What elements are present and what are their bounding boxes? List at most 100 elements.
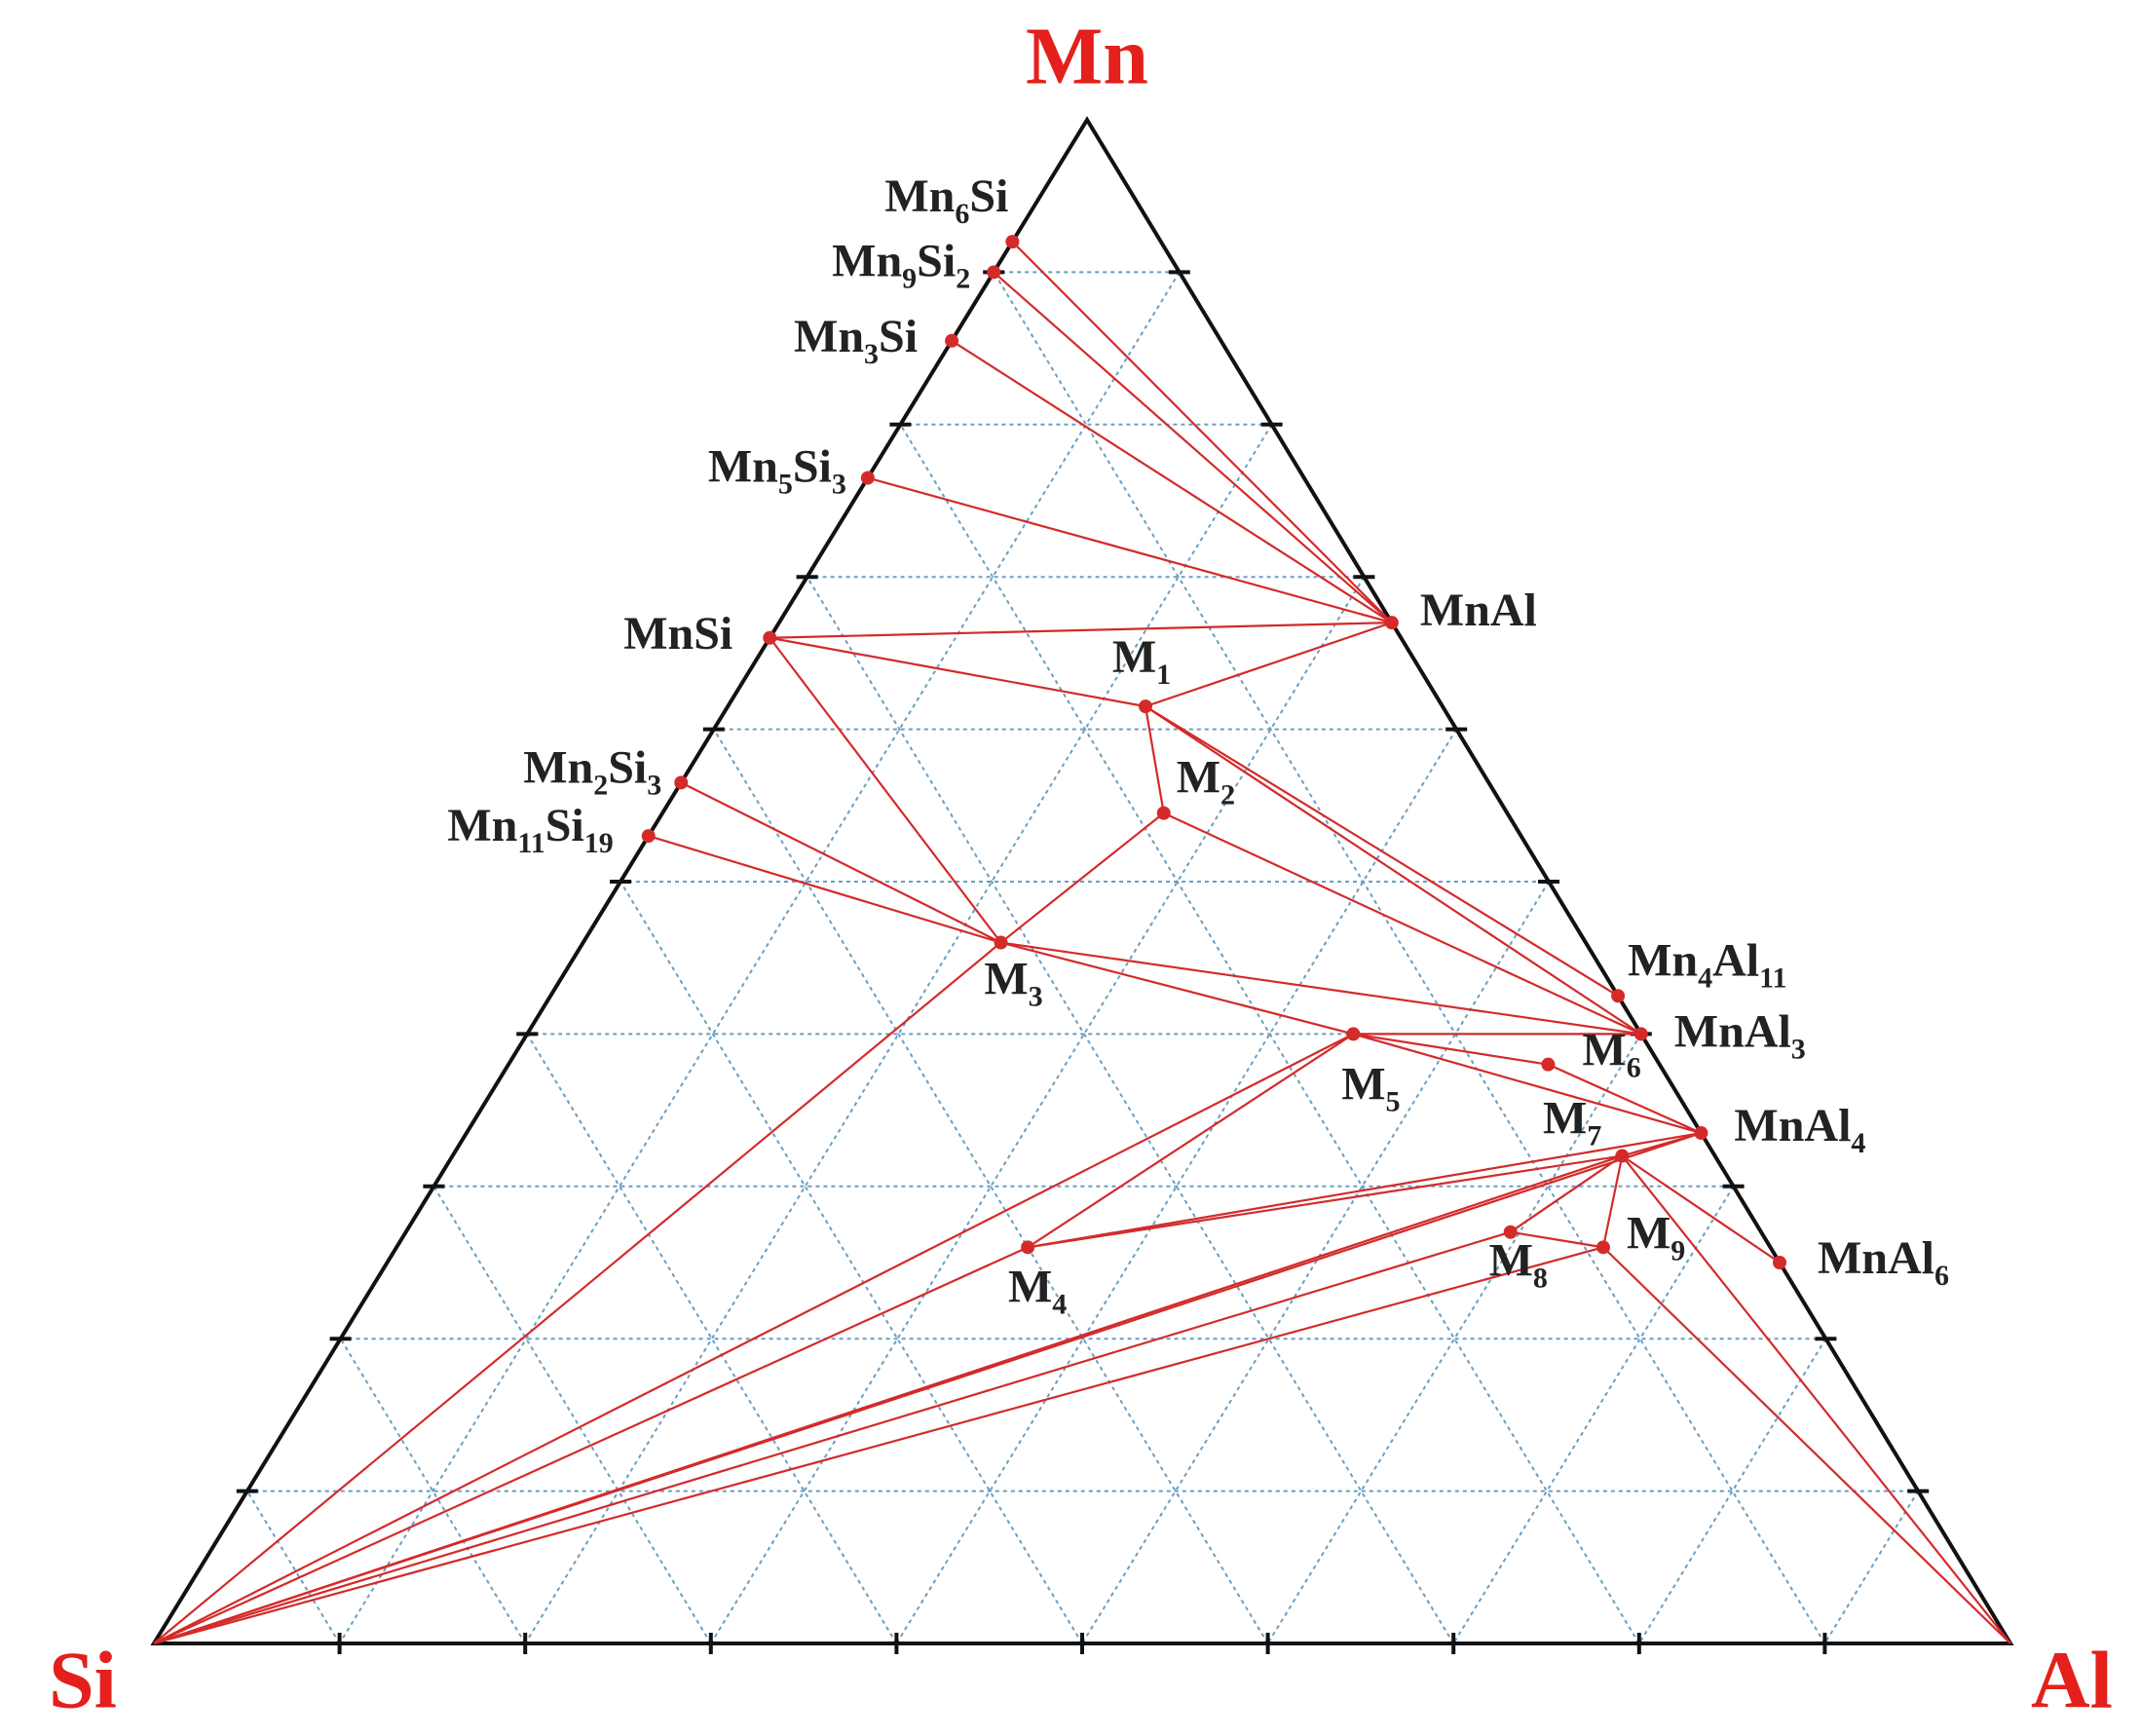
- tie-line: [1547, 1063, 1702, 1135]
- tie-line: [153, 1246, 1604, 1645]
- phase-point: [1156, 806, 1171, 820]
- grid-line: [432, 1186, 712, 1644]
- point-label: M6: [1582, 1025, 1640, 1084]
- grid-line: [526, 1033, 898, 1644]
- tie-line: [951, 339, 1393, 624]
- tie-line: [1027, 1131, 1702, 1249]
- tie-line: [1027, 1033, 1354, 1249]
- phase-point: [945, 333, 959, 348]
- labels: MnSi AlMn6SiMn9Si2Mn3SiMn5Si3MnSiMn2Si3Mn…: [49, 11, 2113, 1725]
- point-label: M7: [1543, 1093, 1601, 1152]
- point-label: MnAl: [1420, 585, 1537, 636]
- grid-line: [993, 271, 1826, 1644]
- point-label: Mn11Si19: [447, 800, 613, 859]
- point-label: MnAl6: [1818, 1232, 1949, 1292]
- tie-line: [1602, 1246, 2011, 1644]
- phase-point: [674, 775, 689, 790]
- point-label: M9: [1627, 1207, 1685, 1266]
- grid-line: [1823, 1491, 1920, 1644]
- point-label: Mn5Si3: [708, 441, 846, 501]
- phase-point: [1694, 1126, 1708, 1141]
- tie-line: [1353, 1033, 1702, 1135]
- phase-point: [1503, 1225, 1518, 1239]
- tie-line: [769, 637, 1002, 944]
- point-label: M5: [1341, 1058, 1400, 1117]
- phase-point: [1541, 1057, 1556, 1072]
- tie-line: [680, 781, 1002, 944]
- point-label: MnSi: [623, 608, 732, 660]
- tie-line: [1027, 1154, 1623, 1249]
- phase-point: [1384, 616, 1399, 630]
- tie-line: [1011, 241, 1393, 623]
- point-label: M3: [984, 954, 1042, 1013]
- vertex-label: Al: [2031, 1635, 2113, 1725]
- tie-line: [1621, 1154, 1781, 1264]
- grid-line: [1081, 881, 1550, 1644]
- tie-line: [1144, 705, 1165, 813]
- point-label: MnAl3: [1674, 1005, 1806, 1065]
- phase-point: [1596, 1240, 1610, 1255]
- tie-line: [1145, 622, 1393, 708]
- tie-lines: [153, 241, 2011, 1645]
- point-label: MnAl4: [1734, 1100, 1865, 1159]
- grid: [245, 271, 1920, 1644]
- grid-line: [709, 576, 1366, 1644]
- vertex-label: Si: [49, 1635, 117, 1725]
- grid-line: [806, 576, 1455, 1644]
- point-label: M4: [1008, 1261, 1067, 1320]
- tie-line: [993, 271, 1393, 623]
- tie-line: [1000, 941, 1354, 1036]
- grid-line: [338, 271, 1181, 1644]
- phase-point: [641, 829, 656, 844]
- tie-line: [1163, 811, 1642, 1036]
- tie-line: [153, 1132, 1702, 1645]
- tie-line: [1510, 1154, 1623, 1233]
- tie-line: [999, 811, 1165, 944]
- phase-point: [860, 471, 875, 485]
- tie-line: [1621, 1154, 2011, 1644]
- points: [641, 235, 1786, 1269]
- phase-point: [1611, 989, 1626, 1003]
- tie-line: [153, 1230, 1512, 1645]
- phase-point: [987, 265, 1001, 280]
- tie-line: [153, 1033, 1354, 1644]
- tie-line: [867, 476, 1393, 624]
- tie-line: [648, 835, 1001, 944]
- phase-point: [994, 935, 1008, 950]
- point-label: Mn3Si: [794, 311, 918, 370]
- phase-point: [1633, 1027, 1648, 1041]
- point-label: Mn9Si2: [832, 235, 970, 294]
- grid-line: [1266, 1033, 1642, 1644]
- tie-line: [1000, 941, 1641, 1036]
- point-label: M1: [1112, 631, 1171, 691]
- phase-point: [1773, 1256, 1786, 1269]
- tie-line: [770, 622, 1392, 639]
- phase-point: [1021, 1240, 1035, 1255]
- point-label: Mn6Si: [884, 170, 1008, 230]
- phase-point: [763, 630, 777, 645]
- point-label: M2: [1177, 752, 1235, 811]
- frame: [150, 116, 2014, 1654]
- tie-line: [1510, 1230, 1604, 1249]
- grid-line: [1452, 1186, 1735, 1644]
- phase-point: [1005, 235, 1020, 249]
- tie-line: [1145, 705, 1642, 1036]
- tie-line: [1145, 705, 1619, 998]
- grid-line: [712, 729, 1269, 1644]
- tie-line: [153, 941, 1002, 1644]
- point-label: Mn2Si3: [523, 741, 661, 801]
- grid-line: [1637, 1338, 1827, 1644]
- tie-line: [153, 1246, 1029, 1645]
- grid-line: [619, 881, 1083, 1644]
- phase-point: [1139, 699, 1153, 714]
- point-label: M8: [1489, 1235, 1548, 1295]
- grid-line: [245, 1491, 341, 1644]
- point-label: Mn4Al11: [1628, 934, 1786, 994]
- phase-point: [1615, 1149, 1630, 1163]
- tie-line: [1601, 1155, 1624, 1248]
- tie-line: [1353, 1033, 1549, 1066]
- tie-line: [770, 636, 1146, 708]
- phase-point: [1346, 1027, 1361, 1041]
- grid-line: [339, 1338, 527, 1644]
